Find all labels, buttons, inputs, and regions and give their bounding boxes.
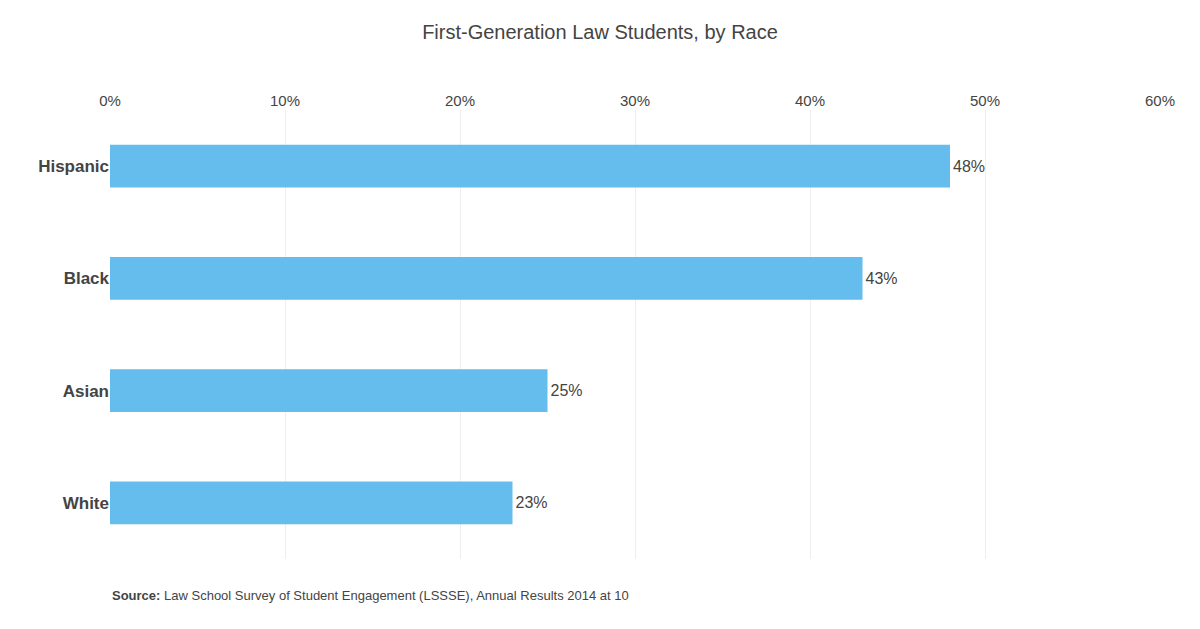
svg-text:White: White — [63, 494, 109, 513]
svg-text:30%: 30% — [620, 92, 650, 109]
svg-text:43%: 43% — [866, 270, 898, 287]
svg-text:First-Generation Law Students,: First-Generation Law Students, by Race — [422, 21, 778, 43]
svg-text:Source: Law School Survey of S: Source: Law School Survey of Student Eng… — [112, 588, 629, 603]
svg-text:Hispanic: Hispanic — [38, 157, 109, 176]
svg-text:50%: 50% — [970, 92, 1000, 109]
svg-text:60%: 60% — [1145, 92, 1175, 109]
svg-text:0%: 0% — [99, 92, 121, 109]
svg-text:Asian: Asian — [63, 382, 109, 401]
svg-text:23%: 23% — [516, 494, 548, 511]
svg-text:20%: 20% — [445, 92, 475, 109]
svg-text:40%: 40% — [795, 92, 825, 109]
svg-text:25%: 25% — [551, 382, 583, 399]
svg-text:Black: Black — [64, 269, 110, 288]
svg-text:10%: 10% — [270, 92, 300, 109]
svg-text:48%: 48% — [953, 158, 985, 175]
